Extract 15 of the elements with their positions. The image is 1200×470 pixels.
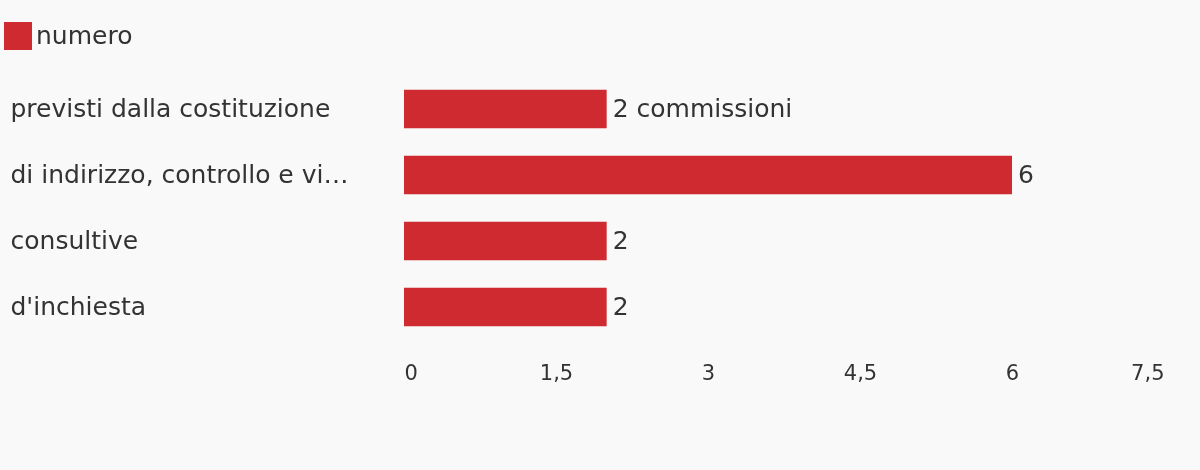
y-tick-label: d'inchiesta bbox=[10, 292, 147, 321]
y-tick-label: di indirizzo, controllo e vi… bbox=[10, 160, 349, 189]
x-tick-label: 7,5 bbox=[1131, 360, 1165, 385]
data-label: 2 commissioni bbox=[612, 94, 793, 123]
x-tick-label: 6 bbox=[1005, 360, 1020, 385]
data-label: 2 bbox=[612, 292, 629, 321]
x-tick-label: 3 bbox=[701, 360, 716, 385]
data-label: 6 bbox=[1018, 160, 1034, 189]
x-tick-label: 4,5 bbox=[843, 360, 878, 385]
x-tick-label: 1,5 bbox=[539, 360, 574, 385]
legend-label: numero bbox=[36, 21, 133, 50]
x-tick-label: 0 bbox=[404, 360, 418, 385]
data-label: 2 bbox=[612, 226, 629, 255]
y-tick-label: previsti dalla costituzione bbox=[10, 94, 331, 123]
y-tick-label: consultive bbox=[10, 226, 139, 255]
